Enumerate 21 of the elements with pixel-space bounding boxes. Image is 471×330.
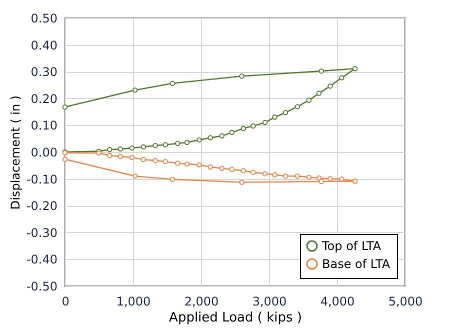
y-tick-label: 0.00 [30, 146, 58, 160]
x-tick-label: 2,000 [184, 294, 219, 308]
legend-label: Top of LTA [321, 239, 382, 253]
legend-label: Base of LTA [322, 257, 391, 271]
x-tick-label: 0 [62, 294, 70, 308]
y-tick-label: -0.50 [26, 280, 58, 294]
y-tick-label: -0.30 [26, 226, 58, 240]
y-tick-label: 0.50 [30, 12, 58, 26]
x-axis-title: Applied Load ( kips ) [169, 310, 302, 326]
x-tick-label: 4,000 [320, 294, 355, 308]
y-tick-label: -0.10 [26, 172, 58, 186]
y-axis-title: Displacement ( in ) [8, 95, 22, 210]
x-tick-label: 1,000 [116, 294, 151, 308]
y-tick-label: -0.40 [26, 252, 58, 267]
x-tick-label: 3,000 [252, 294, 287, 308]
y-tick-label: -0.20 [26, 199, 58, 214]
x-tick-label: 5,000 [388, 294, 423, 308]
y-tick-label: 0.10 [30, 118, 58, 133]
y-tick-label: 0.20 [30, 92, 58, 106]
y-tick-label: 0.40 [30, 38, 58, 52]
y-tick-label: 0.30 [30, 65, 58, 80]
